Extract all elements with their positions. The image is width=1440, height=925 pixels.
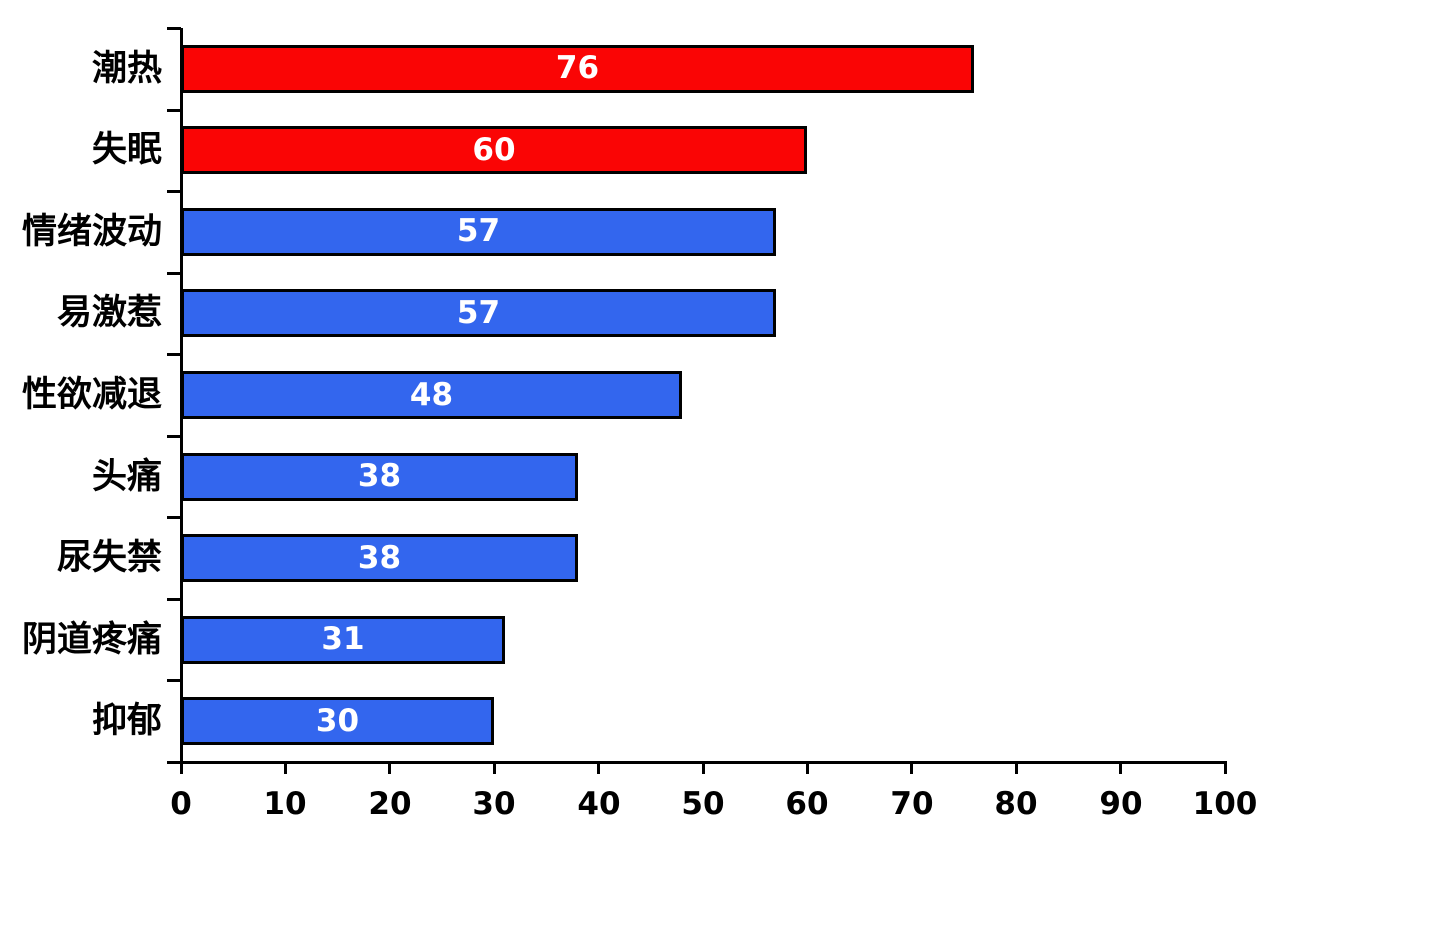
category-label: 失眠 <box>91 130 162 171</box>
bar: 60 <box>181 126 807 175</box>
x-axis-tick-label: 10 <box>263 786 307 822</box>
x-axis-tick <box>702 762 705 774</box>
y-axis-tick <box>167 679 181 682</box>
x-axis-tick-label: 20 <box>368 786 412 822</box>
bar-value-label: 38 <box>357 458 402 495</box>
x-axis-tick-label: 80 <box>994 786 1038 822</box>
bar: 38 <box>181 452 578 501</box>
x-axis-tick <box>1224 762 1227 774</box>
y-axis-tick <box>167 598 181 601</box>
category-label: 潮热 <box>91 48 162 89</box>
bar: 31 <box>181 615 505 664</box>
x-axis-tick <box>180 762 183 774</box>
bar-value-label: 30 <box>315 702 360 739</box>
y-axis-tick <box>167 190 181 193</box>
bar-value-label: 48 <box>409 376 454 413</box>
x-axis-tick <box>284 762 287 774</box>
y-axis-tick <box>167 761 181 764</box>
y-axis-tick <box>167 516 181 519</box>
bar: 76 <box>181 44 974 93</box>
x-axis-tick-label: 40 <box>577 786 621 822</box>
x-axis-tick-label: 30 <box>472 786 516 822</box>
bar-value-label: 57 <box>456 213 501 250</box>
bar-value-label: 31 <box>321 621 365 658</box>
y-axis-tick <box>167 109 181 112</box>
category-label: 抑郁 <box>91 701 162 742</box>
x-axis-tick <box>1015 762 1018 774</box>
x-axis-tick <box>910 762 913 774</box>
bar: 30 <box>181 697 494 746</box>
x-axis-tick <box>1119 762 1122 774</box>
y-axis-tick <box>167 435 181 438</box>
bar: 57 <box>181 207 776 256</box>
y-axis-tick <box>167 353 181 356</box>
x-axis-tick-label: 100 <box>1192 786 1258 822</box>
bar-value-label: 38 <box>357 539 402 576</box>
x-axis-tick-label: 60 <box>785 786 829 822</box>
category-label: 性欲减退 <box>21 375 162 415</box>
x-axis-tick-label: 0 <box>170 786 192 822</box>
category-label: 尿失禁 <box>56 538 162 579</box>
bar-value-label: 60 <box>472 131 516 168</box>
x-axis <box>167 761 1227 764</box>
category-label: 易激惹 <box>56 293 162 334</box>
category-label: 情绪波动 <box>21 211 162 252</box>
x-axis-tick-label: 90 <box>1099 786 1143 822</box>
x-axis-tick <box>806 762 809 774</box>
x-axis-tick <box>493 762 496 774</box>
y-axis-tick <box>167 27 181 30</box>
y-axis-tick <box>167 272 181 275</box>
bar-value-label: 76 <box>555 50 600 87</box>
category-label: 阴道疼痛 <box>21 619 162 660</box>
bar: 38 <box>181 534 578 583</box>
bar: 57 <box>181 289 776 338</box>
x-axis-tick <box>597 762 600 774</box>
bar: 48 <box>181 371 682 419</box>
x-axis-tick <box>388 762 391 774</box>
x-axis-tick-label: 50 <box>681 786 725 822</box>
bar-value-label: 57 <box>456 294 501 331</box>
x-axis-tick-label: 70 <box>890 786 934 822</box>
category-label: 头痛 <box>91 456 162 497</box>
